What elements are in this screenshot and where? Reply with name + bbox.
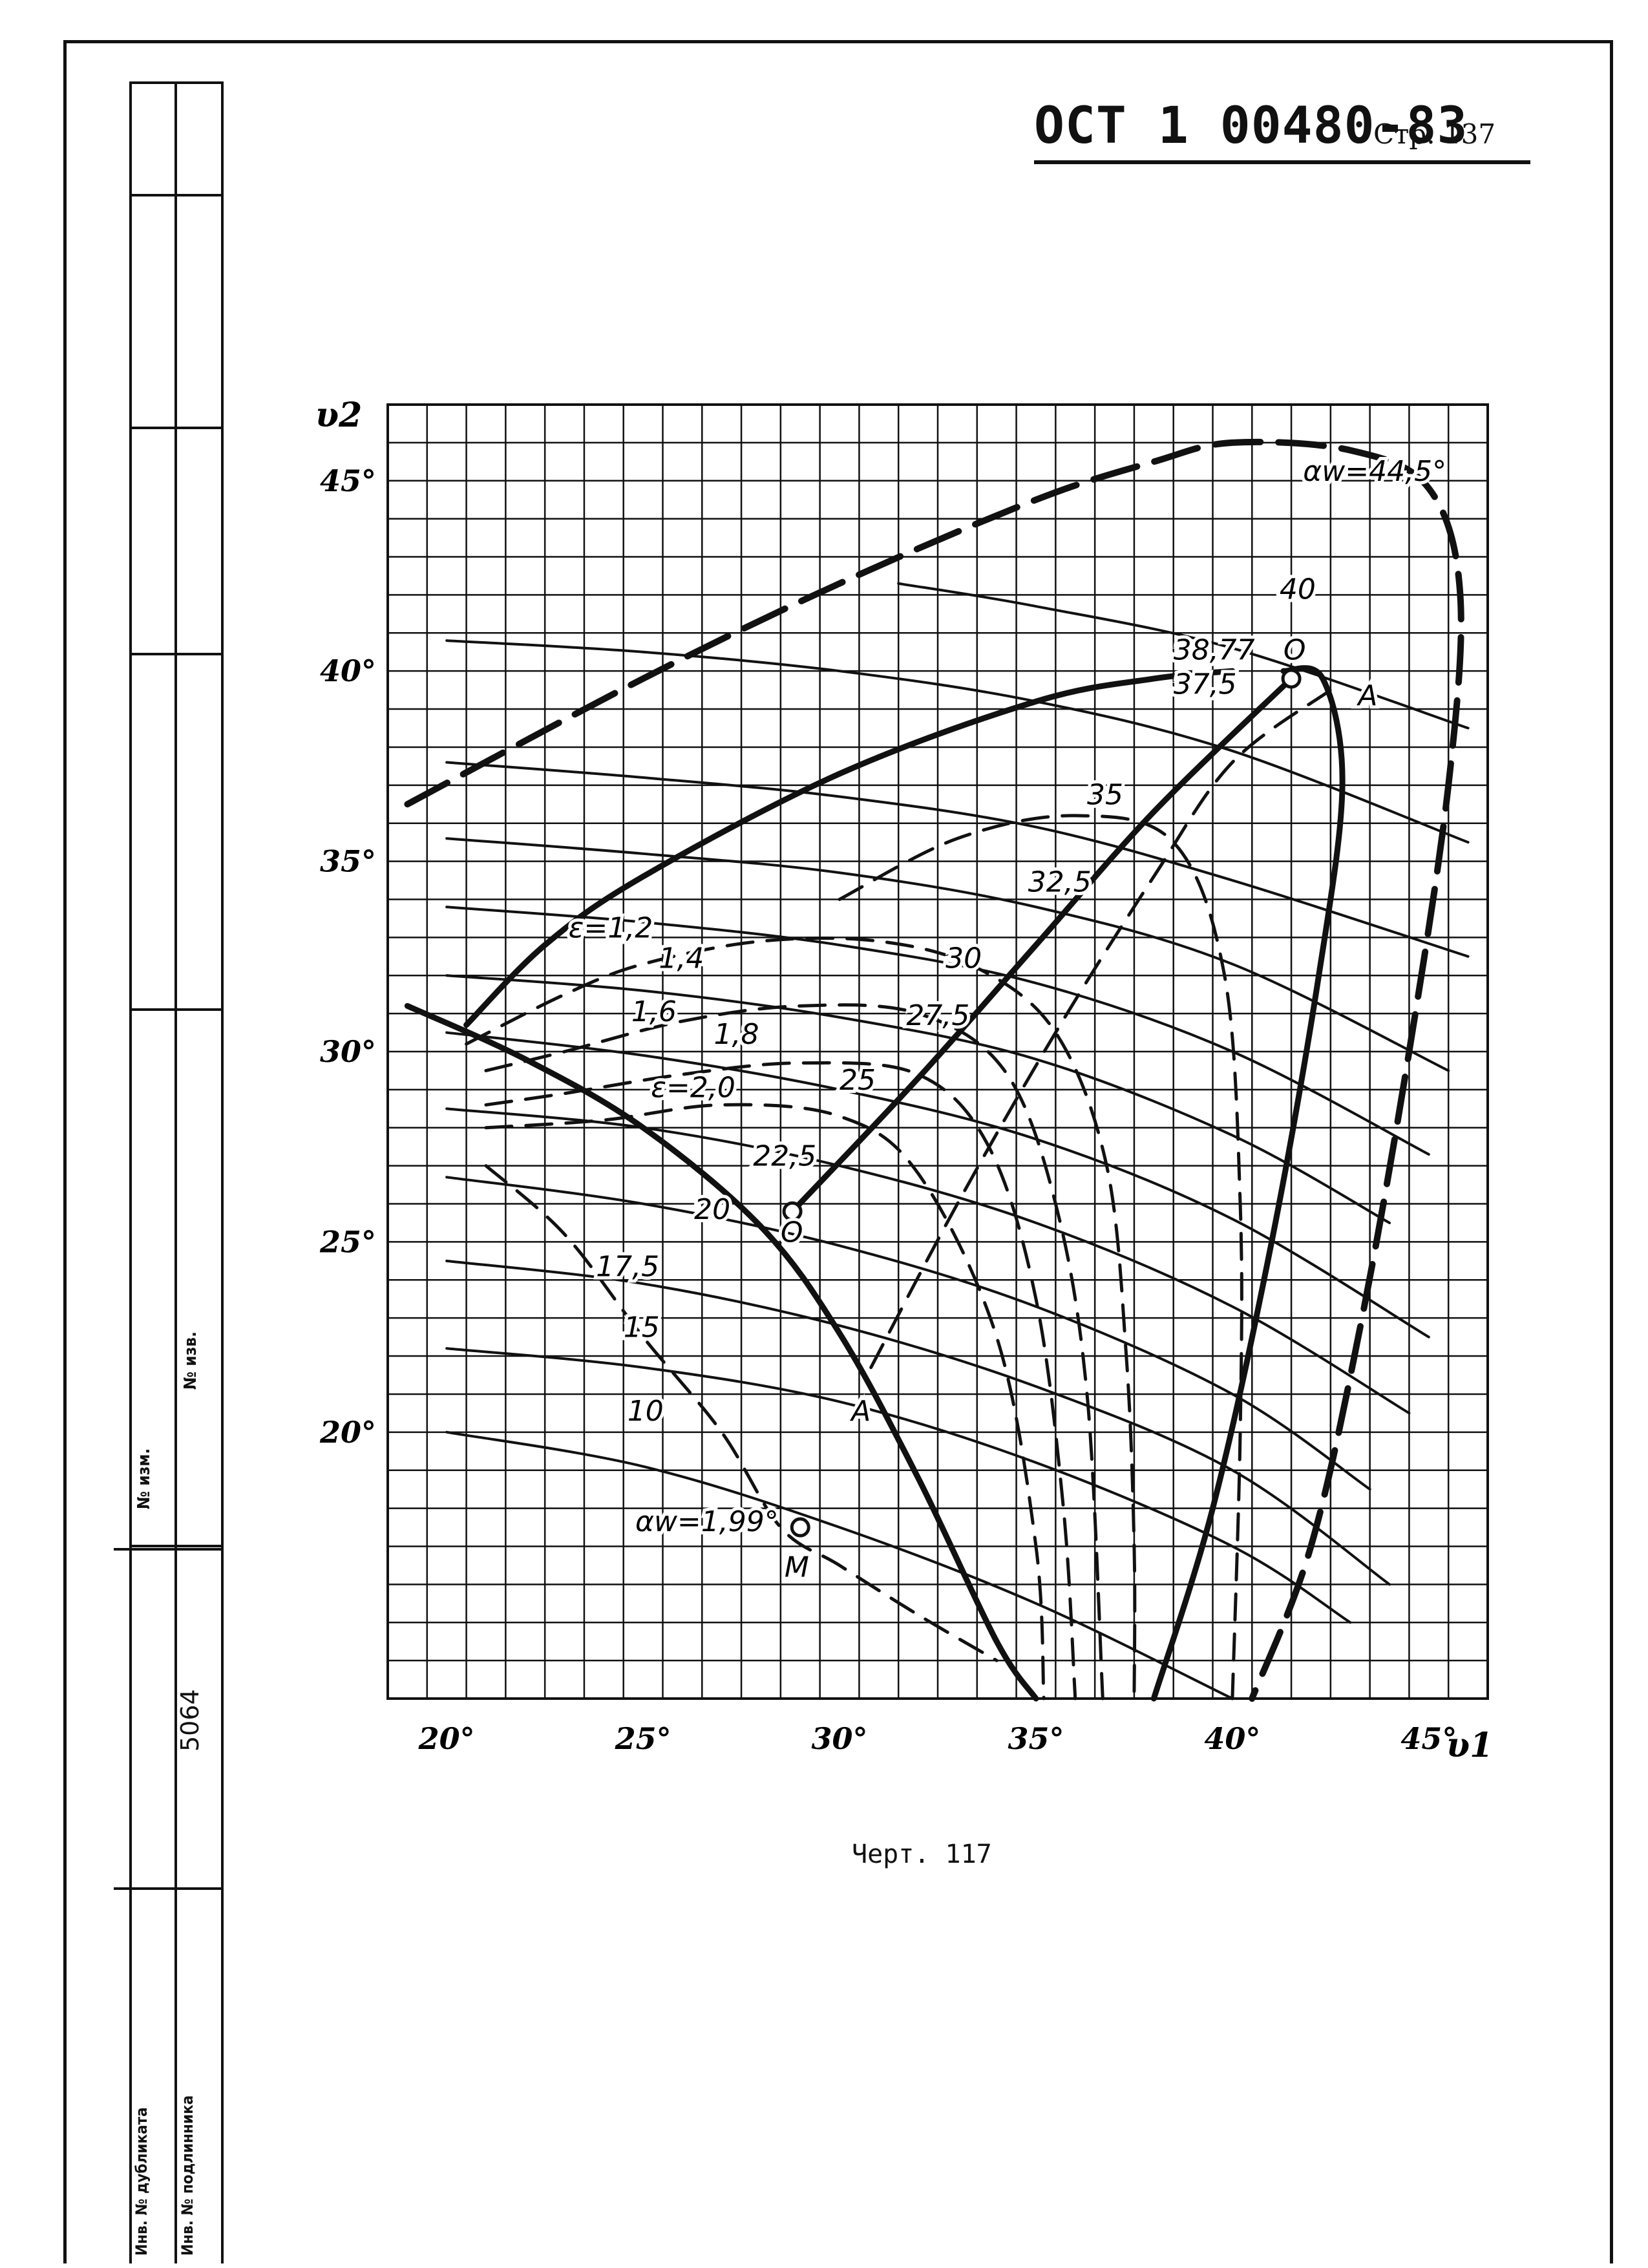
point-marker [782,1201,803,1222]
series-line [445,639,1470,844]
chart-grid [386,403,1489,1700]
series-line [445,761,1470,958]
curve-label: A [1356,679,1377,712]
series-line [789,675,1294,1214]
y-tick-label: 35° [320,844,376,879]
curve-label: M [785,1551,809,1584]
curve-label: A [849,1395,871,1428]
x-tick-label: 25° [615,1721,671,1756]
curve-label: 38,77 [1174,634,1255,667]
chart-series [404,438,1470,1702]
y-tick-label: 30° [320,1034,376,1069]
sidebar-border [221,81,224,2263]
point-marker [790,1517,810,1538]
curve-label: 1,8 [714,1018,759,1051]
sidebar-separator [129,81,224,84]
curve-label: 35 [1087,778,1123,811]
series-line [445,1176,1371,1491]
y-tick-label: 20° [319,1415,376,1450]
point-marker [1281,668,1302,689]
sidebar-separator [114,1887,224,1890]
curve-label: 17,5 [596,1250,659,1283]
document-code: ОСТ 1 00480-83 [1034,97,1468,155]
curve-label: O [1284,634,1306,667]
sidebar-column-divider [174,81,177,2263]
chart-annotations: 40 38,77 O 37,5 A 35 32,5 αw=44,5° ε=1,21,4 1,6 1,… [565,452,1450,1587]
curve-label: 40 [1280,573,1316,606]
series-line [897,582,1470,730]
x-tick-label: 35° [1008,1721,1064,1756]
series-line [445,906,1430,1156]
series-line [484,1061,1077,1701]
series-line [838,814,1243,1701]
curve-label: 22,5 [753,1140,816,1173]
y-tick-label: 45° [320,463,376,498]
curve-label: 20 [694,1193,730,1226]
series-line [404,438,1464,1702]
drawing-frame [63,40,1613,2263]
curve-label: 30 [945,942,982,975]
series-line [465,936,1137,1701]
series-line [484,1103,1046,1701]
y-tick-label: 25° [319,1224,376,1259]
x-tick-label: 20° [418,1721,475,1756]
x-tick-label: 40° [1204,1721,1260,1756]
series-line [404,1002,1039,1702]
curve-label: 25 [840,1064,876,1097]
series-line [445,1259,1391,1586]
curve-label: ε=1,2 [569,911,653,944]
series-line [445,974,1391,1224]
curve-label: 10 [628,1395,664,1428]
chart-ticks: 20° 25° 30° 35° 40° 45° 20° 25° 30° 35° 40° 45° [319,463,1457,1756]
series-line [445,1430,1234,1700]
curve-label: ε=2,0 [651,1072,735,1105]
x-axis-label: υ1 [1446,1726,1493,1765]
series-line [869,688,1333,1370]
sidebar-separator [129,427,224,429]
sidebar-separator [114,1548,224,1551]
series-line [445,1031,1430,1339]
series-line [445,1347,1352,1624]
curve-label: αw=1,99° [635,1505,779,1538]
sidebar-column-divider [129,81,132,2263]
sidebar-separator [129,194,224,196]
sidebar-separator [129,1545,224,1547]
series-line [1150,665,1346,1702]
curve-label: 37,5 [1174,668,1237,701]
curve-label: 1,4 [659,942,704,975]
series-line [445,837,1450,1072]
curve-label: 27,5 [906,999,969,1032]
curve-label: 1,6 [631,995,677,1028]
figure-caption: Черт. 117 [852,1839,992,1869]
series-line [463,668,1236,1028]
y-tick-label: 40° [320,653,376,688]
x-tick-label: 30° [812,1721,868,1756]
curve-label: 32,5 [1028,866,1092,899]
curve-label: αw=44,5° [1303,455,1446,488]
sidebar-separator [129,1008,224,1011]
series-line [484,1003,1104,1701]
curve-label: 15 [624,1311,660,1344]
page-number: Стр. 137 [1373,118,1496,150]
y-axis-label: υ2 [315,396,362,435]
header-underline [1034,160,1530,164]
sidebar-separator [129,653,224,655]
series-line [484,1164,998,1662]
curve-label: O [781,1216,803,1249]
x-tick-label: 45° [1400,1721,1457,1756]
